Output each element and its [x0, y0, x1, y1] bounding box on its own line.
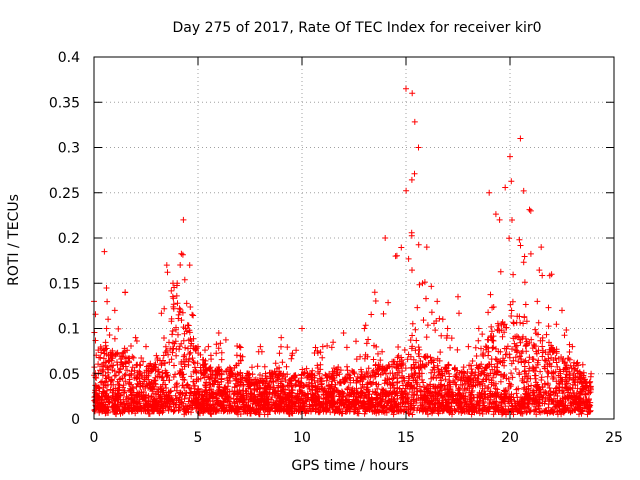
y-tick-label: 0	[71, 412, 80, 428]
x-tick-label: 15	[397, 430, 415, 446]
x-tick-labels: 0 5 10 15 20 25	[90, 430, 623, 446]
y-tick-label: 0.2	[58, 231, 80, 247]
x-tick-label: 20	[501, 430, 519, 446]
x-axis-title: GPS time / hours	[291, 458, 408, 474]
x-tick-label: 10	[293, 430, 311, 446]
x-tick-label: 0	[90, 430, 99, 446]
scatter-markers	[91, 85, 595, 418]
y-axis-title: ROTI / TECUs	[6, 194, 22, 286]
y-tick-label: 0.3	[58, 141, 80, 157]
chart-title: Day 275 of 2017, Rate Of TEC Index for r…	[172, 20, 541, 36]
axis-ticks	[93, 56, 615, 420]
data-points	[91, 85, 595, 418]
y-tick-label: 0.35	[49, 95, 80, 111]
x-tick-label: 5	[194, 430, 203, 446]
y-tick-label: 0.4	[58, 50, 80, 66]
y-tick-label: 0.25	[49, 186, 80, 202]
y-tick-label: 0.1	[58, 322, 80, 338]
x-tick-label: 25	[605, 430, 623, 446]
y-tick-label: 0.05	[49, 367, 80, 383]
y-tick-label: 0.15	[49, 276, 80, 292]
y-tick-labels: 0 0.05 0.1 0.15 0.2 0.25 0.3 0.35 0.4	[49, 50, 80, 428]
